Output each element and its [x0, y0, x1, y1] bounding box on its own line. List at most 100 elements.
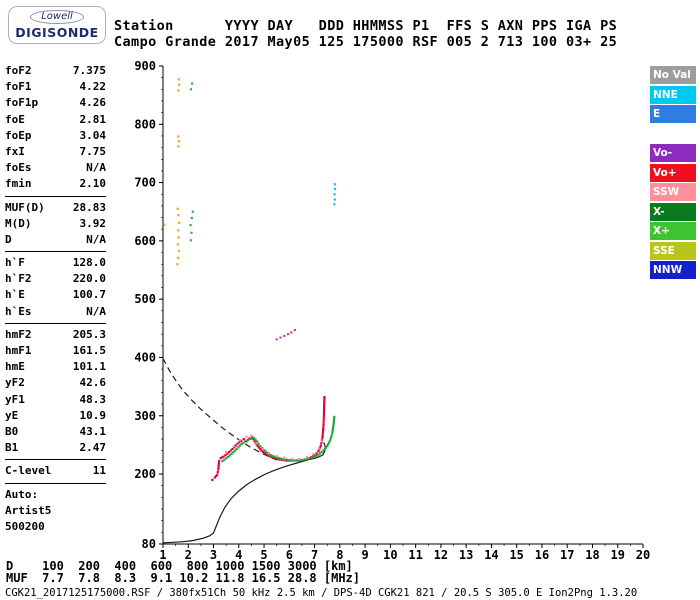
parameter-row-md: M(D) 3.92 — [5, 216, 106, 232]
svg-text:15: 15 — [509, 548, 523, 562]
legend-item-nnw: NNW — [650, 261, 696, 279]
legend-item-noval: No Val — [650, 66, 696, 84]
parameter-value: 4.26 — [79, 96, 107, 110]
muf-row: MUF 7.7 7.8 8.3 9.1 10.2 11.8 16.5 28.8 … — [6, 571, 361, 585]
parameter-row-fmin: fmin 2.10 — [5, 176, 106, 192]
svg-text:17: 17 — [560, 548, 574, 562]
parameter-row-fxi: fxI 7.75 — [5, 144, 106, 160]
parameter-value: 3.04 — [79, 128, 107, 142]
parameter-label: foEs — [5, 161, 32, 175]
parameter-label: foE — [5, 112, 25, 126]
parameter-row-clevel: C-level 11 — [5, 463, 106, 479]
panel-footer-line: 500200 — [5, 519, 45, 533]
echo-classification-legend: No Val NNE E W Vo- Vo+ SSW X- X+ SSE NNW — [650, 66, 696, 281]
parameter-row-foes: foEs N/A — [5, 160, 106, 176]
parameter-value: 10.9 — [79, 408, 107, 422]
parameter-row-b1: B1 2.47 — [5, 440, 106, 456]
parameter-value: N/A — [86, 232, 106, 246]
logo-lowell-text: Lowell — [30, 10, 84, 24]
parameter-row-b0: B0 43.1 — [5, 424, 106, 440]
parameter-panel: foF2 7.375 foF1 4.22 foF1p 4.26 foE 2.81 foEp 3.0… — [5, 63, 106, 535]
legend-item-e: E — [650, 105, 696, 123]
parameter-label: yF2 — [5, 376, 25, 390]
parameter-value: N/A — [86, 304, 106, 318]
parameter-label: fmin — [5, 177, 32, 191]
parameter-value: 7.375 — [72, 64, 106, 77]
parameter-row-yf2: yF2 42.6 — [5, 375, 106, 391]
parameter-value: 101.1 — [72, 360, 106, 374]
legend-item-vo-: Vo- — [650, 144, 696, 162]
panel-footer-line: Auto: — [5, 487, 39, 501]
parameter-row-hme: hmE 101.1 — [5, 359, 106, 375]
parameter-row-fof2: foF2 7.375 — [5, 63, 106, 79]
header-column-labels: Station YYYY DAY DDD HHMMSS P1 FFS S AXN… — [114, 18, 618, 34]
svg-text:19: 19 — [611, 548, 625, 562]
parameter-label: h`Es — [5, 304, 32, 318]
legend-item-x+: X+ — [650, 222, 696, 240]
svg-text:400: 400 — [134, 350, 156, 364]
parameter-label: h`F — [5, 256, 25, 270]
parameter-row-d: D N/A — [5, 232, 106, 248]
parameter-value: 128.0 — [72, 256, 106, 270]
legend-item-sse: SSE — [650, 241, 696, 260]
panel-footer-line: Artist5 — [5, 503, 52, 517]
svg-text:16: 16 — [535, 548, 549, 562]
parameter-value: N/A — [86, 161, 106, 175]
parameter-label: foF2 — [5, 64, 32, 77]
parameter-value: 48.3 — [79, 392, 107, 406]
parameter-label: h`E — [5, 288, 25, 302]
parameter-label: MUF(D) — [5, 200, 45, 214]
svg-text:900: 900 — [134, 59, 156, 73]
parameter-label: yF1 — [5, 392, 25, 406]
parameter-value: 2.10 — [79, 177, 107, 191]
parameter-value: 220.0 — [72, 272, 106, 286]
panel-separator — [5, 322, 106, 324]
svg-text:14: 14 — [484, 548, 498, 562]
parameter-row-fof1: foF1 4.22 — [5, 79, 106, 95]
parameter-label: foF1 — [5, 80, 32, 94]
svg-text:80: 80 — [142, 537, 156, 551]
svg-text:600: 600 — [134, 234, 156, 248]
parameter-value: 2.81 — [79, 112, 107, 126]
parameter-row-yf1: yF1 48.3 — [5, 392, 106, 408]
svg-text:12: 12 — [434, 548, 448, 562]
parameter-label: hmE — [5, 360, 25, 374]
parameter-label: hmF2 — [5, 327, 32, 341]
parameter-row-hf2: h`F2 220.0 — [5, 271, 106, 287]
status-line: CGK21_2017125175000.RSF / 380fx51Ch 50 k… — [5, 587, 638, 599]
svg-text:11: 11 — [408, 548, 422, 562]
parameter-row-mufd: MUF(D) 28.83 — [5, 200, 106, 216]
parameter-label: yE — [5, 408, 19, 422]
parameter-label: M(D) — [5, 216, 32, 230]
panel-separator — [5, 195, 106, 197]
parameter-value: 2.47 — [79, 441, 107, 455]
svg-text:700: 700 — [134, 176, 156, 190]
header-station-values: Campo Grande 2017 May05 125 175000 RSF 0… — [114, 34, 618, 50]
svg-text:9: 9 — [361, 548, 368, 562]
legend-item-x-: X- — [650, 202, 696, 221]
parameter-label: C-level — [5, 464, 52, 478]
legend-item-ssw: SSW — [650, 183, 696, 201]
svg-text:300: 300 — [134, 409, 156, 423]
parameter-label: fxI — [5, 144, 25, 158]
parameter-row-hf: h`F 128.0 — [5, 255, 106, 271]
parameter-row-he: h`E 100.7 — [5, 287, 106, 303]
parameter-row-hmf1: hmF1 161.5 — [5, 343, 106, 359]
parameter-value: 4.22 — [79, 80, 107, 94]
svg-text:200: 200 — [134, 467, 156, 481]
parameter-value: 3.92 — [79, 216, 107, 230]
parameter-row-hmf2: hmF2 205.3 — [5, 327, 106, 343]
panel-separator — [5, 251, 106, 253]
svg-text:10: 10 — [383, 548, 397, 562]
parameter-label: foF1p — [5, 96, 39, 110]
svg-text:500: 500 — [134, 292, 156, 306]
parameter-value: 28.83 — [72, 200, 106, 214]
legend-item-w: W — [653, 127, 665, 140]
parameter-row-hes: h`Es N/A — [5, 304, 106, 320]
logo-digisonde-text: DIGISONDE — [15, 25, 99, 40]
parameter-label: hmF1 — [5, 344, 32, 357]
svg-text:18: 18 — [585, 548, 599, 562]
parameter-label: B1 — [5, 441, 19, 455]
legend-item-vo+: Vo+ — [650, 163, 696, 182]
